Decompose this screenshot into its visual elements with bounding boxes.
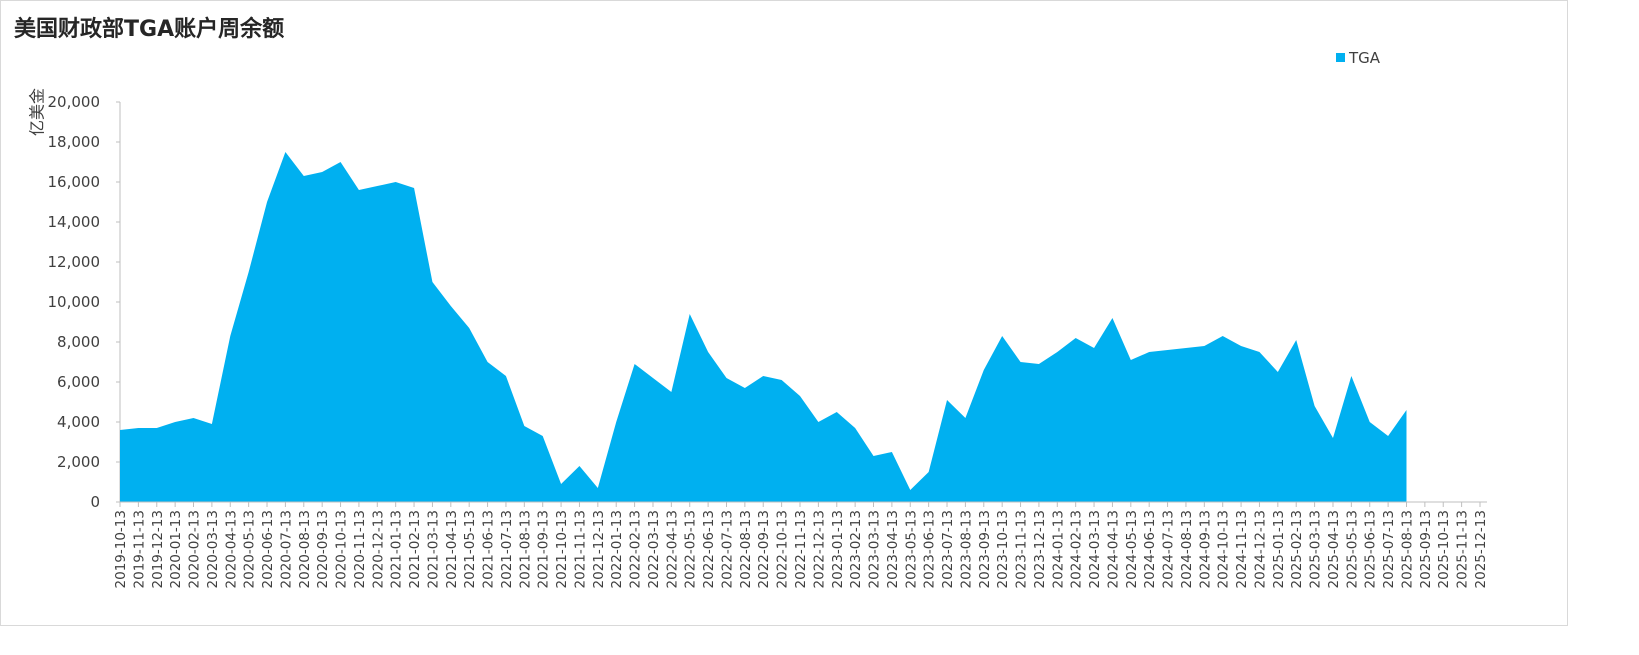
x-tick-label: 2025-02-13 (1289, 510, 1305, 588)
x-tick-label: 2023-01-13 (830, 510, 846, 588)
x-tick-label: 2021-07-13 (499, 510, 515, 588)
y-tick-label: 18,000 (48, 133, 101, 151)
x-tick-label: 2025-09-13 (1418, 510, 1434, 588)
x-tick-label: 2022-05-13 (683, 510, 699, 588)
x-tick-label: 2024-10-13 (1216, 510, 1232, 588)
x-tick-label: 2025-07-13 (1381, 510, 1397, 588)
x-tick-label: 2022-11-13 (793, 510, 809, 588)
area (120, 152, 1407, 502)
x-tick-label: 2020-10-13 (334, 510, 350, 588)
x-tick-label: 2021-05-13 (462, 510, 478, 588)
y-tick-label: 8,000 (57, 333, 100, 351)
x-tick-label: 2024-09-13 (1197, 510, 1213, 588)
x-tick-label: 2023-04-13 (885, 510, 901, 588)
x-tick-label: 2023-03-13 (867, 510, 883, 588)
x-tick-label: 2020-08-13 (297, 510, 313, 588)
x-tick-label: 2021-01-13 (389, 510, 405, 588)
x-tick-label: 2021-09-13 (536, 510, 552, 588)
x-tick-label: 2019-11-13 (131, 510, 147, 588)
x-tick-label: 2024-02-13 (1069, 510, 1085, 588)
x-tick-label: 2025-06-13 (1363, 510, 1379, 588)
x-tick-label: 2023-02-13 (848, 510, 864, 588)
y-tick-label: 6,000 (57, 373, 100, 391)
x-tick-label: 2022-09-13 (756, 510, 772, 588)
x-tick-label: 2020-07-13 (278, 510, 294, 588)
x-tick-label: 2025-01-13 (1271, 510, 1287, 588)
x-tick-label: 2025-11-13 (1455, 510, 1471, 588)
x-tick-label: 2022-12-13 (811, 510, 827, 588)
y-axis-label: 亿美金 (28, 88, 47, 136)
x-tick-label: 2025-10-13 (1436, 510, 1452, 588)
x-tick-label: 2020-02-13 (187, 510, 203, 588)
x-tick-label: 2024-01-13 (1050, 510, 1066, 588)
x-tick-label: 2024-04-13 (1105, 510, 1121, 588)
x-tick-label: 2019-10-13 (113, 510, 129, 588)
x-tick-label: 2025-04-13 (1326, 510, 1342, 588)
x-tick-label: 2020-06-13 (260, 510, 276, 588)
x-tick-label: 2019-12-13 (150, 510, 166, 588)
y-tick-label: 0 (90, 493, 100, 511)
x-tick-label: 2022-04-13 (664, 510, 680, 588)
x-tick-label: 2024-05-13 (1124, 510, 1140, 588)
x-tick-label: 2022-06-13 (701, 510, 717, 588)
x-tick-label: 2025-05-13 (1344, 510, 1360, 588)
x-tick-label: 2023-07-13 (940, 510, 956, 588)
y-tick-label: 20,000 (48, 93, 101, 111)
x-tick-label: 2024-03-13 (1087, 510, 1103, 588)
x-tick-label: 2024-11-13 (1234, 510, 1250, 588)
x-tick-label: 2021-03-13 (425, 510, 441, 588)
x-tick-label: 2023-09-13 (977, 510, 993, 588)
x-tick-label: 2025-12-13 (1473, 510, 1489, 588)
y-tick-label: 10,000 (48, 293, 101, 311)
x-tick-label: 2023-11-13 (1014, 510, 1030, 588)
x-tick-label: 2020-09-13 (315, 510, 331, 588)
legend-swatch (1336, 53, 1345, 62)
x-tick-label: 2023-08-13 (958, 510, 974, 588)
x-tick-label: 2020-12-13 (370, 510, 386, 588)
x-tick-label: 2023-05-13 (903, 510, 919, 588)
x-tick-label: 2021-11-13 (572, 510, 588, 588)
x-tick-label: 2020-03-13 (205, 510, 221, 588)
x-tick-label: 2022-01-13 (609, 510, 625, 588)
y-tick-label: 12,000 (48, 253, 101, 271)
x-tick-label: 2020-04-13 (223, 510, 239, 588)
x-tick-label: 2020-01-13 (168, 510, 184, 588)
x-tick-label: 2022-07-13 (719, 510, 735, 588)
x-tick-label: 2022-02-13 (628, 510, 644, 588)
x-tick-label: 2022-03-13 (646, 510, 662, 588)
x-tick-label: 2023-06-13 (922, 510, 938, 588)
legend-label: TGA (1348, 49, 1381, 67)
x-tick-label: 2020-05-13 (242, 510, 258, 588)
x-tick-label: 2021-10-13 (554, 510, 570, 588)
x-tick-label: 2024-08-13 (1179, 510, 1195, 588)
x-tick-label: 2023-12-13 (1032, 510, 1048, 588)
x-tick-label: 2024-06-13 (1142, 510, 1158, 588)
x-tick-label: 2022-08-13 (738, 510, 754, 588)
y-tick-label: 16,000 (48, 173, 101, 191)
chart-title: 美国财政部TGA账户周余额 (14, 16, 284, 42)
x-tick-label: 2021-06-13 (481, 510, 497, 588)
x-tick-label: 2021-02-13 (407, 510, 423, 588)
y-tick-label: 2,000 (57, 453, 100, 471)
x-tick-label: 2020-11-13 (352, 510, 368, 588)
x-tick-label: 2021-04-13 (444, 510, 460, 588)
x-tick-label: 2021-08-13 (517, 510, 533, 588)
x-tick-label: 2025-08-13 (1399, 510, 1415, 588)
x-tick-label: 2024-12-13 (1252, 510, 1268, 588)
x-tick-label: 2023-10-13 (995, 510, 1011, 588)
y-tick-label: 14,000 (48, 213, 101, 231)
x-tick-label: 2025-03-13 (1308, 510, 1324, 588)
x-tick-label: 2021-12-13 (591, 510, 607, 588)
y-tick-label: 4,000 (57, 413, 100, 431)
x-tick-label: 2024-07-13 (1161, 510, 1177, 588)
x-tick-label: 2022-10-13 (775, 510, 791, 588)
